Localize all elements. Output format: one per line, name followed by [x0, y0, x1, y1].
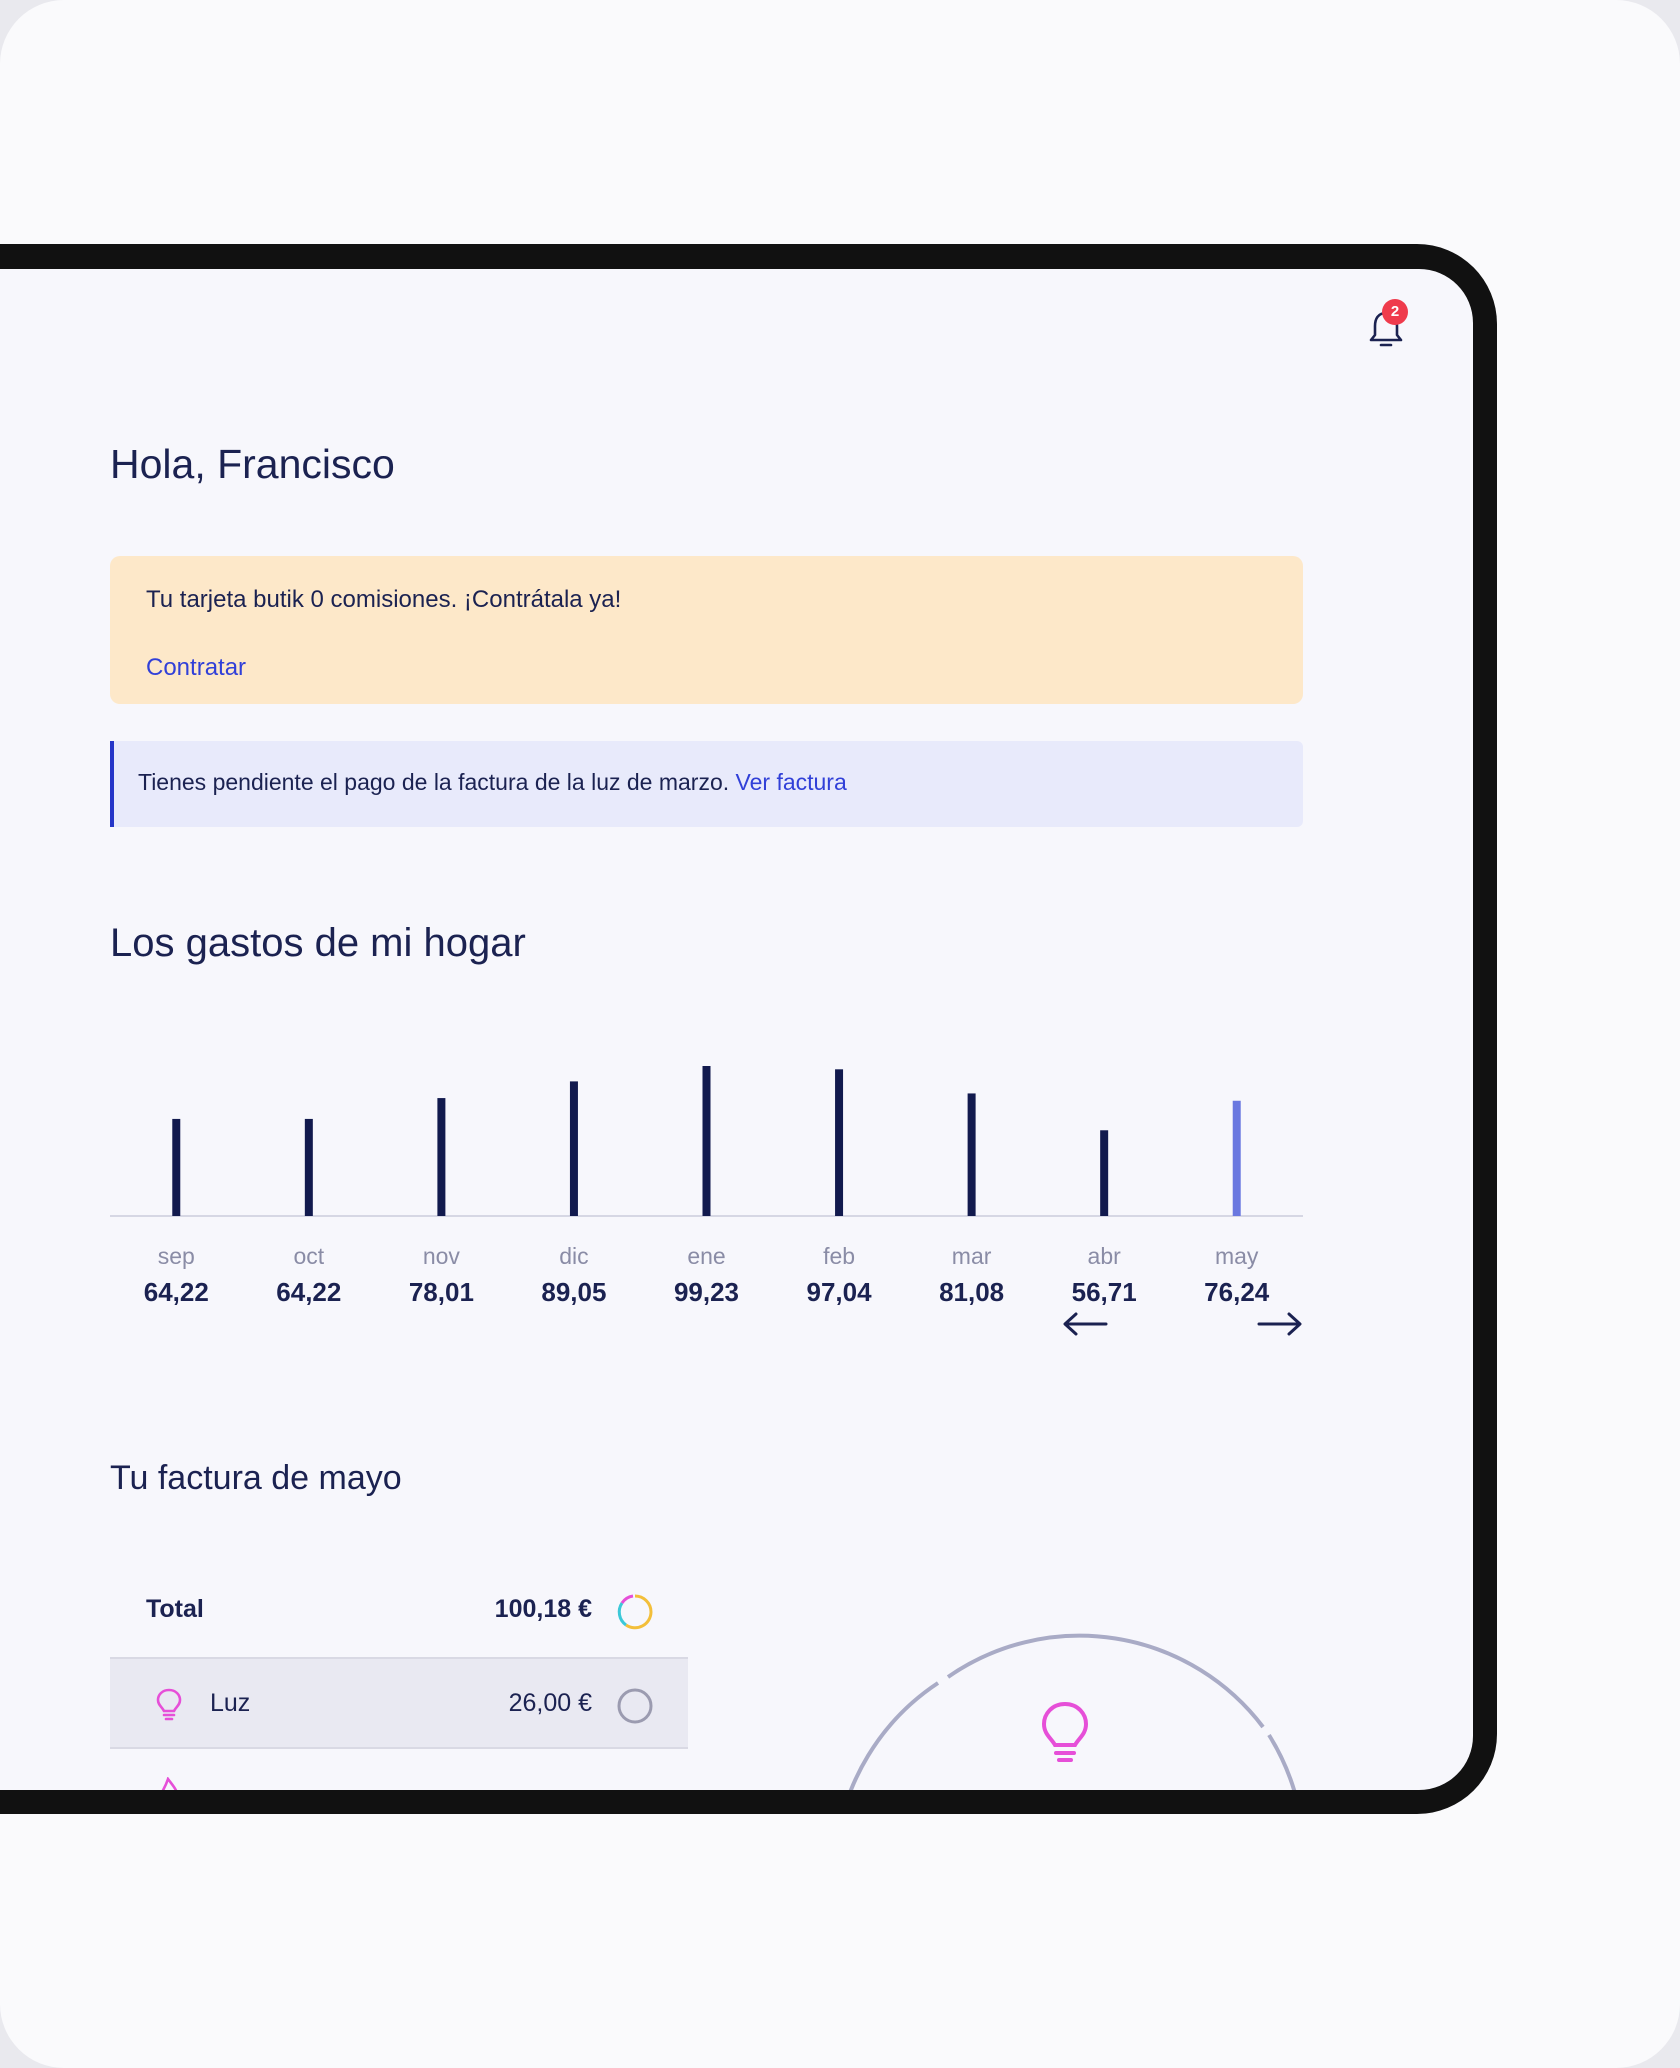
chart-tick-label-abr: abr: [1088, 1243, 1122, 1269]
chart-tick-label-ene: ene: [687, 1243, 725, 1269]
total-ring-icon: [617, 1594, 653, 1630]
luz-ring-icon: [617, 1688, 653, 1724]
chart-bar-may[interactable]: [1232, 1100, 1241, 1216]
bill-total-row: Total 100,18 €: [110, 1565, 688, 1657]
bill-title: Tu factura de mayo: [110, 1459, 402, 1497]
chart-tick-label-mar: mar: [952, 1243, 992, 1269]
donut-lightbulb-icon: [1041, 1701, 1089, 1762]
arrow-left-icon[interactable]: [1060, 1309, 1110, 1339]
chart-value-label-nov: 78,01: [409, 1277, 474, 1307]
luz-amount: 26,00 €: [508, 1689, 592, 1717]
promo-text: Tu tarjeta butik 0 comisiones. ¡Contráta…: [146, 586, 622, 613]
ver-factura-link[interactable]: Ver factura: [735, 769, 847, 795]
chart-bar-oct[interactable]: [304, 1118, 313, 1216]
chart-value-label-oct: 64,22: [276, 1277, 341, 1307]
app-screen: 2 Hola, Francisco Tu tarjeta butik 0 com…: [0, 269, 1473, 1790]
lightbulb-icon: [156, 1688, 182, 1721]
chart-bar-nov[interactable]: [437, 1098, 446, 1216]
chart-tick-label-dic: dic: [559, 1243, 588, 1269]
flame-icon: [161, 1777, 178, 1790]
chart-value-label-abr: 56,71: [1072, 1277, 1137, 1307]
chart-bar-abr[interactable]: [1100, 1130, 1109, 1216]
notification-badge: 2: [1382, 299, 1408, 325]
expenses-bar-chart: sep 64,22 oct 64,22 nov 78,01 dic 89,05 ene 99,23…: [110, 1066, 1303, 1307]
chart-value-label-sep: 64,22: [144, 1277, 209, 1307]
expenses-title: Los gastos de mi hogar: [110, 921, 526, 965]
bill-donut-chart: [848, 1633, 1297, 1790]
notice-text: Tienes pendiente el pago de la factura d…: [138, 769, 730, 795]
arrow-right-icon[interactable]: [1255, 1309, 1305, 1339]
chart-tick-label-nov: nov: [423, 1243, 461, 1269]
chart-value-label-mar: 81,08: [939, 1277, 1004, 1307]
total-amount: 100,18 €: [494, 1595, 592, 1623]
chart-value-label-feb: 97,04: [807, 1277, 873, 1307]
chart-bar-dic[interactable]: [569, 1081, 578, 1216]
contratar-link[interactable]: Contratar: [146, 654, 247, 681]
page-greeting: Hola, Francisco: [110, 441, 395, 487]
chart-bar-mar[interactable]: [967, 1093, 976, 1216]
bill-item-next[interactable]: [110, 1749, 688, 1790]
chart-bar-ene[interactable]: [702, 1066, 711, 1216]
chart-bar-sep[interactable]: [172, 1118, 181, 1216]
chart-bar-feb[interactable]: [835, 1069, 844, 1216]
chart-value-label-dic: 89,05: [541, 1277, 606, 1307]
promo-banner: Tu tarjeta butik 0 comisiones. ¡Contráta…: [110, 556, 1303, 704]
luz-label: Luz: [210, 1689, 251, 1717]
notice-text-wrap: Tienes pendiente el pago de la factura d…: [138, 769, 847, 796]
chart-tick-label-feb: feb: [823, 1243, 855, 1269]
pending-invoice-notice: Tienes pendiente el pago de la factura d…: [110, 741, 1303, 827]
chart-value-label-ene: 99,23: [674, 1277, 739, 1307]
bill-item-luz[interactable]: Luz 26,00 €: [110, 1657, 688, 1749]
chart-tick-label-oct: oct: [293, 1243, 324, 1269]
chart-tick-label-may: may: [1215, 1243, 1259, 1269]
total-label: Total: [146, 1595, 204, 1623]
chart-tick-label-sep: sep: [158, 1243, 195, 1269]
chart-value-label-may: 76,24: [1204, 1277, 1270, 1307]
